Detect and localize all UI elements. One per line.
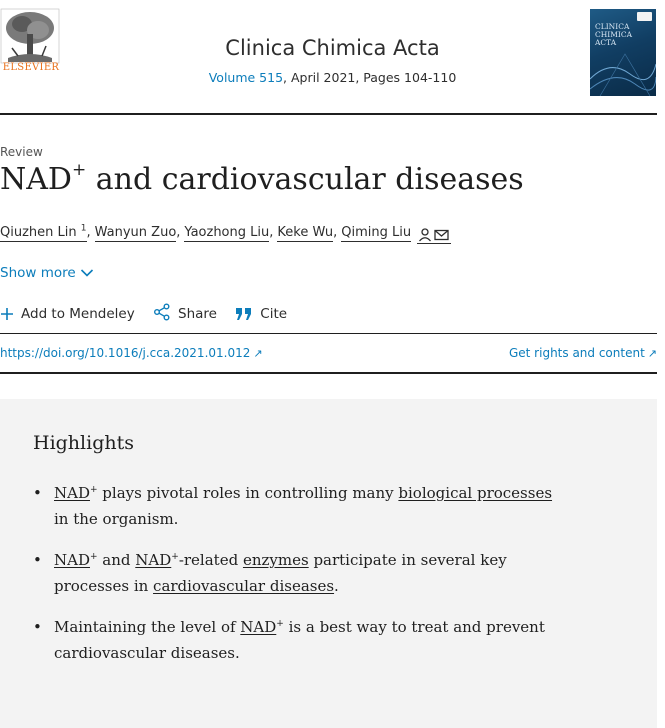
highlight-item: • Maintaining the level of NAD+ is a best… xyxy=(33,614,563,666)
title-superscript: + xyxy=(71,160,87,180)
show-more-label: Show more xyxy=(0,265,76,281)
journal-title[interactable]: Clinica Chimica Acta xyxy=(225,36,440,60)
mail-icon xyxy=(434,229,449,240)
journal-issue-info: Volume 515, April 2021, Pages 104-110 xyxy=(0,70,665,85)
author-link[interactable]: Qiuzhen Lin 1 xyxy=(0,224,87,243)
highlights-list: • NAD+ plays pivotal roles in controlling… xyxy=(33,480,563,681)
author-link[interactable]: Wanyun Zuo xyxy=(94,225,177,243)
cite-button[interactable]: Cite xyxy=(235,306,287,322)
author-list: Qiuzhen Lin 1, Wanyun Zuo, Yaozhong Liu, Ke… xyxy=(0,224,452,244)
get-rights-link[interactable]: Get rights and content ↗ xyxy=(509,346,657,360)
term-link-enzymes[interactable]: enzymes xyxy=(242,551,309,569)
show-more-button[interactable]: Show more xyxy=(0,265,94,281)
quote-icon xyxy=(236,308,252,320)
author-name: Keke Wu xyxy=(277,225,334,241)
author-link[interactable]: Yaozhong Liu xyxy=(184,225,270,243)
author-name: Wanyun Zuo xyxy=(94,225,177,241)
highlights-section: Highlights • NAD+ plays pivotal roles in … xyxy=(0,399,657,728)
bullet: • xyxy=(33,484,42,502)
journal-header: ELSEVIER Clinica Chimica Acta Volume 515… xyxy=(0,0,665,112)
external-arrow-icon: ↗ xyxy=(253,347,263,360)
share-icon xyxy=(154,303,170,321)
term-link-nad[interactable]: NAD xyxy=(135,551,172,569)
term-link-nad[interactable]: NAD xyxy=(54,484,90,502)
rights-text: Get rights and content xyxy=(508,346,645,360)
doi-divider-bottom xyxy=(0,372,657,374)
corresponding-author-icons[interactable] xyxy=(417,227,452,244)
add-to-mendeley-button[interactable]: Add to Mendeley xyxy=(0,306,135,322)
bullet: • xyxy=(33,618,42,636)
author-name: Qiming Liu xyxy=(341,225,412,241)
article-type: Review xyxy=(0,145,43,159)
publisher-name: ELSEVIER xyxy=(2,62,60,73)
doi-link[interactable]: https://doi.org/10.1016/j.cca.2021.01.01… xyxy=(0,346,263,360)
cover-title: CLINICA CHIMICA ACTA xyxy=(595,22,633,47)
elsevier-tree-logo[interactable] xyxy=(0,8,62,74)
cite-label: Cite xyxy=(260,306,288,322)
author-name: Qiuzhen Lin xyxy=(0,225,77,241)
cover-badge xyxy=(637,12,652,21)
header-divider xyxy=(0,113,657,115)
highlight-item: • NAD+ plays pivotal roles in controlling… xyxy=(33,480,563,532)
term-link-biological-processes[interactable]: biological processes xyxy=(398,484,553,502)
title-main: NAD xyxy=(0,162,72,197)
article-toolbar: Add to Mendeley Share Cite xyxy=(0,303,301,322)
volume-link[interactable]: Volume 515 xyxy=(208,70,284,85)
person-icon xyxy=(419,228,432,242)
article-title: NAD+ and cardiovascular diseases xyxy=(0,160,524,197)
doi-text: https://doi.org/10.1016/j.cca.2021.01.01… xyxy=(0,346,251,360)
external-arrow-icon: ↗ xyxy=(647,347,657,360)
doi-divider-top xyxy=(0,333,657,334)
share-button[interactable]: Share xyxy=(153,303,217,322)
chevron-down-icon xyxy=(80,269,93,277)
author-link[interactable]: Qiming Liu xyxy=(341,225,412,243)
mendeley-label: Add to Mendeley xyxy=(21,306,135,322)
cover-graphic xyxy=(590,53,656,96)
term-link-nad[interactable]: NAD xyxy=(54,551,90,569)
term-link-nad[interactable]: NAD xyxy=(240,618,277,636)
highlights-heading: Highlights xyxy=(33,432,134,454)
affiliation-marker: 1 xyxy=(80,224,87,234)
plus-icon xyxy=(1,308,13,320)
title-rest: and cardiovascular diseases xyxy=(86,162,524,197)
bullet: • xyxy=(33,551,42,569)
share-label: Share xyxy=(178,306,217,322)
journal-cover[interactable]: CLINICA CHIMICA ACTA xyxy=(590,9,656,96)
issue-details: , April 2021, Pages 104-110 xyxy=(283,70,457,85)
author-link[interactable]: Keke Wu xyxy=(277,225,334,243)
author-name: Yaozhong Liu xyxy=(184,225,270,241)
term-link-cardiovascular-diseases[interactable]: cardiovascular diseases xyxy=(153,577,335,595)
highlight-item: • NAD+ and NAD+-related enzymes participa… xyxy=(33,547,563,599)
